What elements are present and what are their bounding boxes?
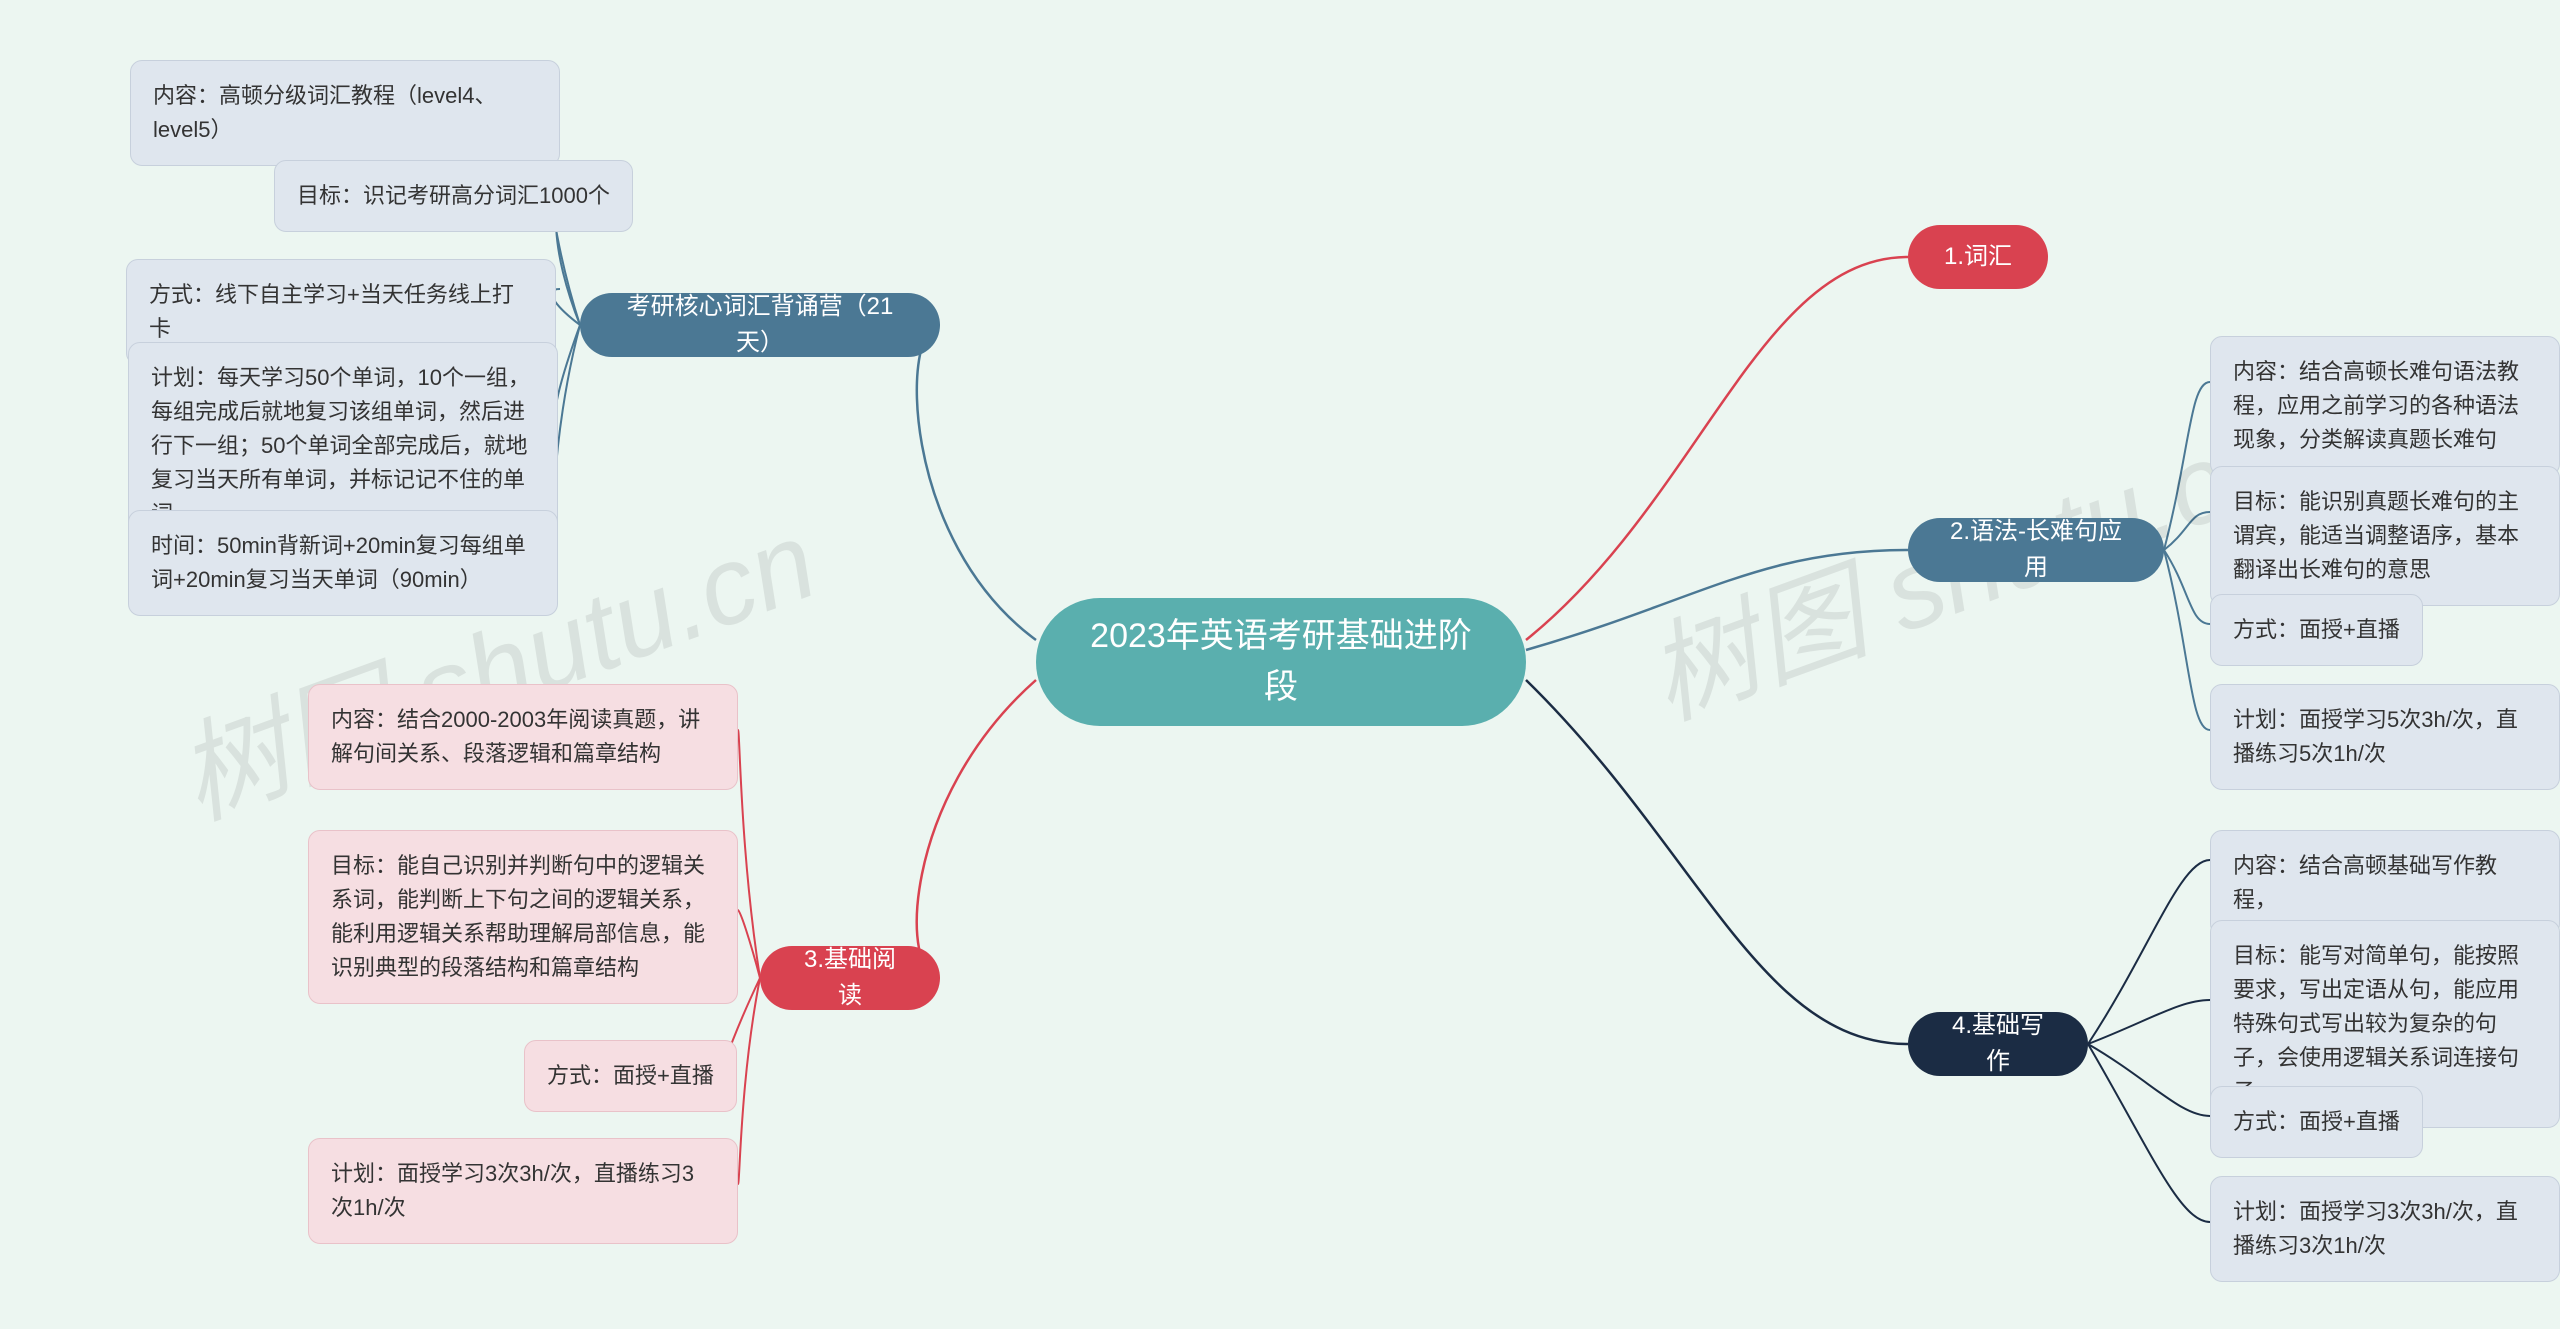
branch-grammar[interactable]: 2.语法-长难句应用 (1908, 518, 2164, 582)
leaf-node[interactable]: 计划：面授学习3次3h/次，直播练习3次1h/次 (2210, 1176, 2560, 1282)
leaf-node[interactable]: 内容：结合2000-2003年阅读真题，讲解句间关系、段落逻辑和篇章结构 (308, 684, 738, 790)
branch-reading[interactable]: 3.基础阅读 (760, 946, 940, 1010)
branch-vocab[interactable]: 1.词汇 (1908, 225, 2048, 289)
leaf-node[interactable]: 内容：结合高顿长难句语法教程，应用之前学习的各种语法现象，分类解读真题长难句 (2210, 336, 2560, 476)
leaf-node[interactable]: 计划：面授学习3次3h/次，直播练习3次1h/次 (308, 1138, 738, 1244)
branch-label: 4.基础写作 (1944, 1008, 2052, 1080)
branch-label: 3.基础阅读 (796, 942, 904, 1014)
center-label-line2: 段 (1264, 662, 1298, 713)
branch-vocab-camp[interactable]: 考研核心词汇背诵营（21天） (580, 293, 940, 357)
branch-label: 1.词汇 (1944, 239, 2012, 275)
leaf-node[interactable]: 目标：能自己识别并判断句中的逻辑关系词，能判断上下句之间的逻辑关系，能利用逻辑关… (308, 830, 738, 1004)
branch-label: 考研核心词汇背诵营（21天） (616, 289, 904, 361)
leaf-node[interactable]: 目标：识记考研高分词汇1000个 (274, 160, 633, 232)
center-label-line1: 2023年英语考研基础进阶 (1090, 611, 1472, 662)
leaf-node[interactable]: 方式：面授+直播 (2210, 594, 2423, 666)
branch-label: 2.语法-长难句应用 (1944, 514, 2128, 586)
leaf-node[interactable]: 方式：面授+直播 (2210, 1086, 2423, 1158)
leaf-node[interactable]: 内容：高顿分级词汇教程（level4、level5） (130, 60, 560, 166)
leaf-node[interactable]: 计划：面授学习5次3h/次，直播练习5次1h/次 (2210, 684, 2560, 790)
leaf-node[interactable]: 时间：50min背新词+20min复习每组单词+20min复习当天单词（90mi… (128, 510, 558, 616)
leaf-node[interactable]: 方式：面授+直播 (524, 1040, 737, 1112)
mindmap-center-node[interactable]: 2023年英语考研基础进阶 段 (1036, 598, 1526, 726)
branch-writing[interactable]: 4.基础写作 (1908, 1012, 2088, 1076)
leaf-node[interactable]: 目标：能识别真题长难句的主谓宾，能适当调整语序，基本翻译出长难句的意思 (2210, 466, 2560, 606)
